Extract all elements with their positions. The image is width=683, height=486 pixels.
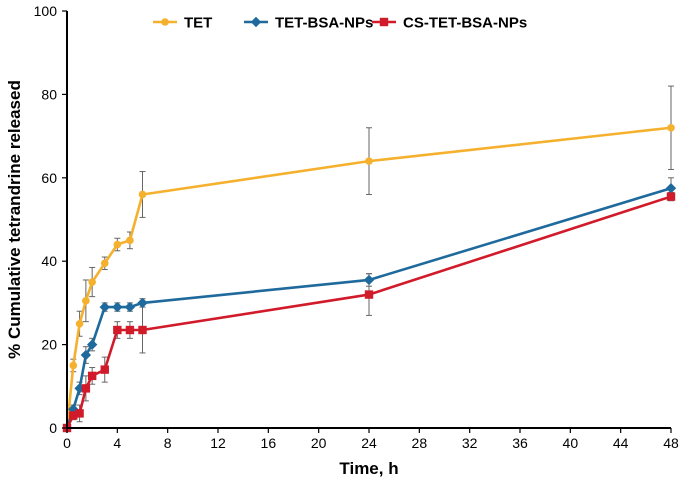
x-tick-label: 36 [512,435,528,451]
tet-bsa-nps-point [80,349,92,361]
x-tick-label: 48 [663,435,679,451]
legend-entry-tet: TET [153,15,212,32]
tet-point [100,259,109,268]
y-tick-label: 20 [41,337,57,353]
legend-marker [161,18,169,26]
cs-tet-bsa-nps-point [364,290,374,299]
y-tick-label: 0 [49,420,57,436]
cs-tet-bsa-nps-point [75,409,84,418]
x-tick-label: 8 [164,435,172,451]
x-tick-label: 24 [361,435,377,451]
legend-entry-cs-tet-bsa-nps: CS-TET-BSA-NPs [372,15,527,32]
legend-marker [250,16,262,28]
x-tick-label: 44 [613,435,629,451]
cs-tet-bsa-nps-point [100,365,109,374]
legend: TET TET-BSA-NPs CS-TET-BSA-NPs [153,15,527,32]
y-tick-label: 60 [41,170,57,186]
y-tick-label: 40 [41,253,57,269]
tet-bsa-nps-point [112,301,123,313]
tet-bsa-nps-point [363,274,375,286]
cs-tet-bsa-nps-point [666,192,676,201]
y-tick-label: 80 [41,86,57,102]
cs-tet-bsa-nps-point [138,325,147,335]
tet-point [88,278,96,286]
y-axis-title: % Cumulative tetrandrine released [5,80,24,359]
series-layer [61,123,677,434]
tet-point [75,319,84,328]
tet-point [667,123,675,132]
legend-label: TET-BSA-NPs [275,15,373,32]
cs-tet-bsa-nps-point [81,384,91,393]
cs-tet-bsa-nps-point [113,325,122,335]
x-axis-title: Time, h [339,459,398,478]
tet-point [82,297,90,305]
x-tick-label: 32 [462,435,478,451]
tet-bsa-nps-point [124,301,136,313]
tet-bsa-nps-point [665,183,677,194]
legend-label: CS-TET-BSA-NPs [403,15,527,32]
tet-bsa-nps-point [86,339,98,350]
y-tick-label: 100 [34,3,58,19]
tet-point [113,240,122,249]
tet-bsa-nps-point [99,301,110,313]
tet-point [138,190,147,199]
tet-point [365,157,373,165]
x-tick-label: 16 [261,435,277,451]
x-tick-label: 28 [412,435,428,451]
x-tick-label: 40 [563,435,579,451]
cs-tet-bsa-nps-point [87,371,97,381]
cs-tet-bsa-nps-point [69,411,78,420]
tet-bsa-nps-point [137,297,148,309]
legend-marker [379,17,389,27]
x-tick-label: 12 [210,435,226,451]
x-tick-label: 0 [63,435,71,451]
cs-tet-bsa-nps-point [125,325,135,335]
tet-point [126,236,134,245]
tet-point [69,361,78,370]
legend-label: TET [184,15,212,32]
x-tick-label: 20 [311,435,327,451]
legend-entry-tet-bsa-nps: TET-BSA-NPs [244,15,373,32]
x-tick-label: 4 [113,435,121,451]
